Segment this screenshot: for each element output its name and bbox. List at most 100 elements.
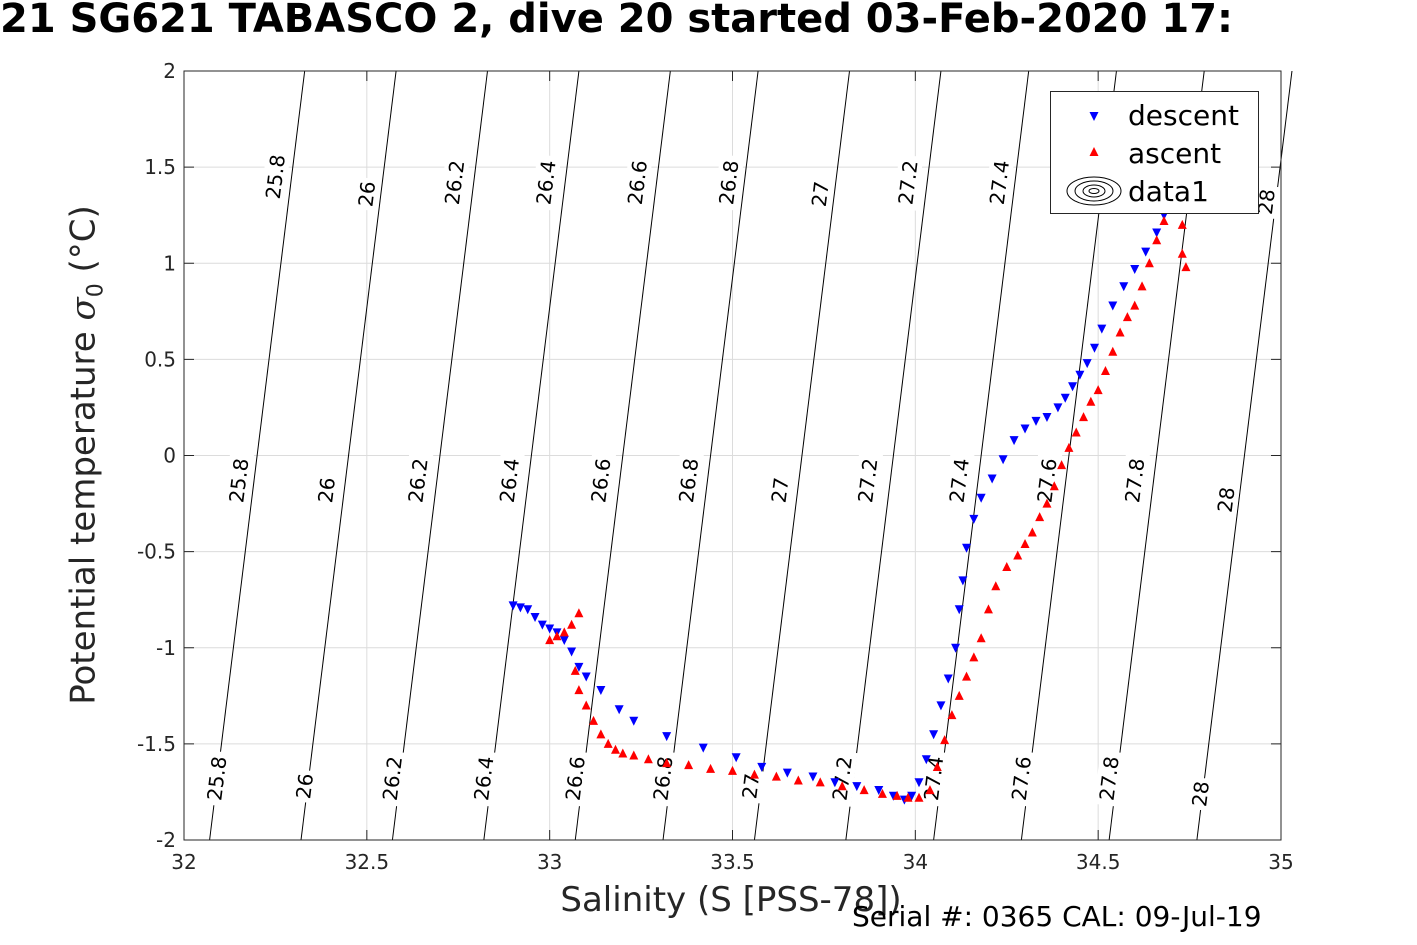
descent-point [1082, 359, 1092, 369]
ascent-point [552, 631, 562, 641]
contour-label-background [352, 176, 381, 212]
contour-line [845, 70, 942, 841]
contour-label-group: 26.4 [530, 154, 562, 211]
ascent-point [574, 685, 584, 695]
contour-label-group: 27.6 [1031, 452, 1063, 509]
contour-26: 26 26 26 [290, 70, 397, 841]
legend-label-data1: data1 [1128, 175, 1209, 208]
contour-label: 27.8 [1120, 457, 1149, 504]
contour-line [753, 70, 851, 841]
contour-label-group: 26.6 [622, 154, 653, 211]
contour-label: 27.2 [853, 457, 882, 504]
contour-label-group: 27.8 [1119, 452, 1150, 509]
descent-point [1020, 424, 1030, 434]
y-tick-label: -1.5 [137, 732, 176, 756]
ascent-point [603, 738, 613, 748]
contour-label-group: 27.2 [892, 154, 924, 211]
ascent-point [643, 754, 653, 764]
ascent-marker-icon [1089, 147, 1099, 156]
ascent-point [1086, 396, 1096, 406]
contour-line [662, 70, 759, 841]
ascent-point [793, 775, 803, 785]
ascent-point [574, 608, 584, 618]
contour-label-background [806, 176, 835, 212]
contour-line [933, 70, 1030, 841]
descent-marker-icon [1089, 112, 1099, 121]
contour-label-background [1093, 750, 1125, 807]
descent-point [921, 755, 931, 765]
y-axis-label-subscript: 0 [83, 283, 109, 298]
contour-label: 26.8 [674, 457, 703, 504]
x-tick-label: 33 [537, 850, 562, 874]
descent-point [559, 636, 569, 646]
ascent-point [749, 769, 759, 779]
contour-label-background [530, 154, 562, 211]
descent-point [731, 753, 741, 763]
descent-point [523, 605, 533, 615]
contour-label-background [918, 750, 949, 807]
contour-label-group: 27 [736, 768, 765, 804]
descent-point [943, 674, 953, 684]
ascent-point [940, 735, 950, 745]
ascent-point [1057, 460, 1067, 470]
legend: descent ascent data1 [1050, 91, 1259, 214]
contour-label-background [377, 750, 408, 807]
descent-point [914, 778, 924, 788]
contour-label-background [402, 452, 434, 509]
contour-label-background [1119, 452, 1150, 509]
contour-label: 26.6 [561, 755, 590, 802]
descent-point [698, 743, 708, 753]
descent-point [1042, 413, 1052, 422]
contour-label: 27.6 [1007, 755, 1036, 802]
descent-point [614, 705, 624, 715]
y-axis-label-unit: (°C) [63, 205, 104, 284]
ascent-point [837, 781, 847, 791]
contour-label: 26.2 [378, 755, 407, 802]
contour-label-group: 27.6 [1006, 750, 1037, 807]
legend-item-descent: descent [1051, 96, 1258, 134]
contour-label-group: 27.4 [943, 452, 975, 509]
descent-point [574, 662, 584, 672]
ascent-point [1177, 219, 1187, 229]
descent-point [567, 647, 577, 657]
ascent-point [877, 788, 887, 798]
contour-line [483, 70, 580, 841]
axis-ticks: 32 32.5 33 33.5 34 34.5 35 -2 -1.5 -1 -0.5 0 0.5 1 1.5… [137, 59, 1294, 874]
ascent-point [771, 771, 781, 781]
contour-label-group: 26.6 [560, 750, 591, 807]
ascent-point [1079, 412, 1089, 422]
descent-point [1097, 324, 1107, 334]
contour-label: 27.6 [1032, 457, 1061, 504]
contour-label-background [223, 452, 255, 509]
descent-point [1009, 436, 1019, 446]
contour-label-group: 27.4 [918, 750, 949, 807]
descent-point [852, 782, 862, 792]
contour-label: 27 [767, 476, 794, 504]
contour-label-background [290, 768, 319, 804]
contour-label-background [1186, 776, 1215, 812]
ascent-point [1020, 538, 1030, 548]
descent-point [1068, 382, 1078, 392]
contour-label-background [943, 452, 975, 509]
contour-label-group: 25.8 [223, 452, 255, 509]
ascent-point [662, 758, 672, 768]
y-tick-label: 1 [163, 251, 176, 275]
ascent-point [589, 715, 599, 725]
contour-label-background [260, 148, 291, 206]
ascent-point [706, 763, 716, 773]
contour-label-group: 25.8 [201, 750, 233, 807]
descent-point [808, 772, 818, 782]
contour-label-group: 27 [766, 472, 794, 508]
ascent-point [976, 633, 986, 643]
x-tick-label: 34.5 [1076, 850, 1121, 874]
contour-26.4: 26.4 26.4 26.4 [468, 70, 580, 841]
contour-26.8: 26.8 26.8 26.8 [647, 70, 759, 841]
descent-point [782, 768, 792, 778]
descent-point [969, 514, 979, 524]
ascent-point [1071, 427, 1081, 437]
density-contours: 25.825.825.826262626.226.226.226.426.426… [201, 70, 1293, 841]
contour-label-background [713, 154, 745, 211]
y-axis-label-symbol: σ [63, 297, 104, 321]
ascent-point [1002, 562, 1012, 572]
ascent-point [1064, 442, 1074, 452]
